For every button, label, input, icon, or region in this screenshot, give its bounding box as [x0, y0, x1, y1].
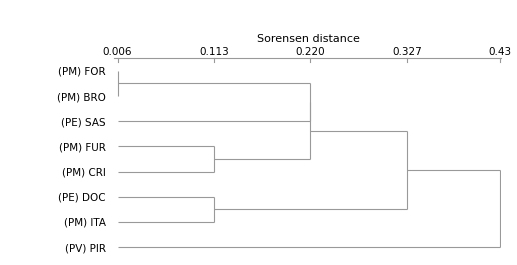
Text: 0.006: 0.006: [103, 47, 132, 57]
Text: 0.327: 0.327: [392, 47, 422, 57]
Text: 0.220: 0.220: [296, 47, 325, 57]
Text: Sorensen distance: Sorensen distance: [257, 34, 360, 45]
Text: 0.113: 0.113: [199, 47, 229, 57]
Text: 0.43: 0.43: [488, 47, 511, 57]
